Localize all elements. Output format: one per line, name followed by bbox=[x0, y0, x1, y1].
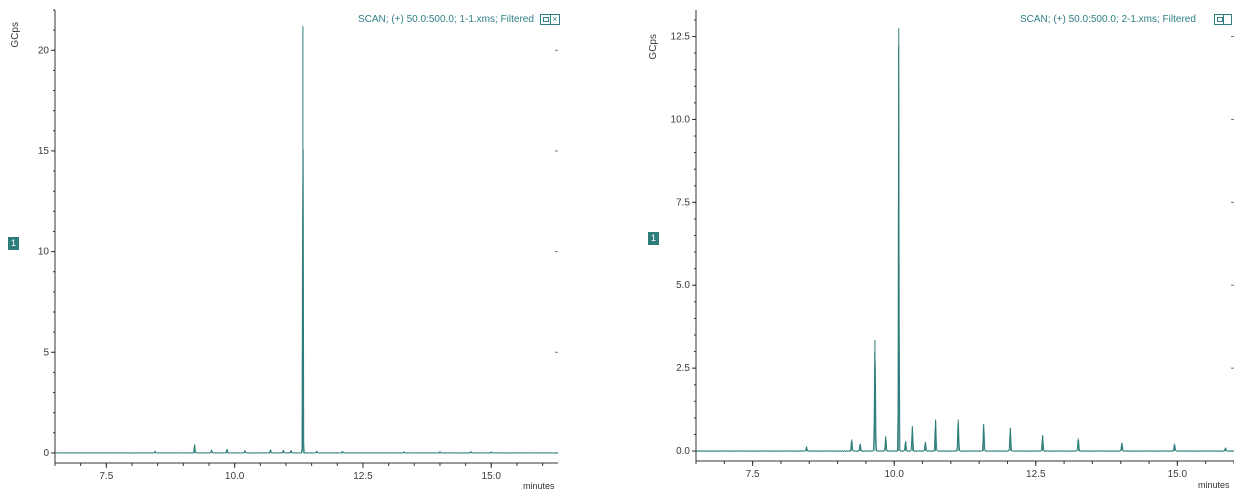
x-tick-label: 15.0 bbox=[482, 471, 502, 482]
trace-badge-1[interactable]: 1 bbox=[8, 237, 19, 250]
x-tick-label: 12.5 bbox=[1026, 469, 1046, 480]
x-axis-label-1: minutes bbox=[523, 481, 555, 491]
close-icon[interactable] bbox=[1224, 15, 1232, 24]
y-tick-label: 5.0 bbox=[676, 280, 690, 291]
window-controls-2[interactable] bbox=[1214, 14, 1232, 25]
y-tick-label: 5 bbox=[43, 347, 49, 358]
y-tick-label: 10.0 bbox=[671, 114, 691, 125]
trace-badge-2[interactable]: 1 bbox=[648, 232, 659, 245]
chromatogram-panel-1: GCps 0 5 10 15 20 7.5 10.0 12.5 15.0 SCAN; (+) 50… bbox=[0, 0, 565, 492]
x-tick-label: 12.5 bbox=[353, 471, 373, 482]
y-tick-label: 7.5 bbox=[676, 197, 690, 208]
x-tick-label: 10.0 bbox=[225, 471, 245, 482]
y-tick-label: 0 bbox=[43, 448, 49, 459]
x-tick-label: 15.0 bbox=[1168, 469, 1188, 480]
x-axis-label-2: minutes bbox=[1198, 480, 1230, 490]
y-tick-label: 10 bbox=[38, 247, 50, 258]
y-tick-label: 0.0 bbox=[676, 446, 690, 457]
y-tick-label: 12.5 bbox=[671, 32, 691, 43]
chromatogram-plot-1: GCps 0 5 10 15 20 7.5 10.0 12.5 15.0 bbox=[10, 9, 559, 482]
scan-info-1: SCAN; (+) 50.0:500.0; 1-1.xms; Filtered bbox=[358, 14, 534, 25]
y-tick-label: 15 bbox=[38, 146, 50, 157]
window-controls-1[interactable]: × bbox=[540, 14, 560, 25]
x-tick-label: 10.0 bbox=[884, 469, 904, 480]
y-axis-label: GCps bbox=[648, 34, 659, 60]
chromatogram-trace bbox=[695, 46, 1234, 453]
restore-icon[interactable] bbox=[1215, 15, 1224, 24]
restore-icon[interactable] bbox=[541, 15, 551, 24]
y-tick-label: 20 bbox=[38, 45, 50, 56]
chromatogram-plot-2: GCps 0.0 2.5 5.0 7.5 10.0 12.5 7.5 10.0 12.5 15.0 bbox=[648, 10, 1234, 480]
chromatogram-trace bbox=[54, 149, 559, 454]
close-icon[interactable]: × bbox=[552, 14, 558, 24]
scan-info-2: SCAN; (+) 50.0:500.0; 2-1.xms; Filtered bbox=[1020, 14, 1196, 25]
y-axis-label: GCps bbox=[10, 22, 21, 48]
x-tick-label: 7.5 bbox=[99, 471, 113, 482]
y-tick-label: 2.5 bbox=[676, 363, 690, 374]
x-tick-label: 7.5 bbox=[746, 469, 760, 480]
chromatogram-panel-2: GCps 0.0 2.5 5.0 7.5 10.0 12.5 7.5 10.0 12.5 15.0 … bbox=[640, 0, 1234, 492]
